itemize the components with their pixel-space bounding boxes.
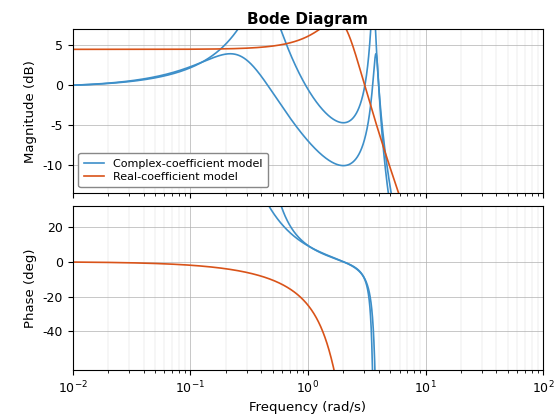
Real-coefficient model: [456, 362, 463, 367]
Complex-coefficient model: [69, 83, 76, 88]
Complex-coefficient model: [375, 84, 382, 89]
Real-coefficient model: [333, 18, 339, 23]
Real-coefficient model: [69, 47, 76, 52]
Line: Real-coefficient model: Real-coefficient model: [73, 20, 543, 420]
Complex-coefficient model: [249, 3, 256, 8]
Complex-coefficient model: [352, 113, 358, 118]
Real-coefficient model: [375, 130, 382, 135]
Real-coefficient model: [249, 45, 256, 50]
Y-axis label: Phase (deg): Phase (deg): [24, 248, 37, 328]
Real-coefficient model: [352, 50, 358, 55]
X-axis label: Frequency (rad/s): Frequency (rad/s): [250, 402, 366, 415]
Real-coefficient model: [421, 263, 427, 268]
Line: Complex-coefficient model: Complex-coefficient model: [73, 0, 543, 420]
Legend: Complex-coefficient model, Real-coefficient model: Complex-coefficient model, Real-coeffici…: [78, 153, 268, 187]
Y-axis label: Magnitude (dB): Magnitude (dB): [24, 60, 37, 163]
Real-coefficient model: [155, 47, 162, 52]
Complex-coefficient model: [421, 334, 427, 339]
Title: Bode Diagram: Bode Diagram: [248, 12, 368, 27]
Complex-coefficient model: [155, 75, 162, 80]
